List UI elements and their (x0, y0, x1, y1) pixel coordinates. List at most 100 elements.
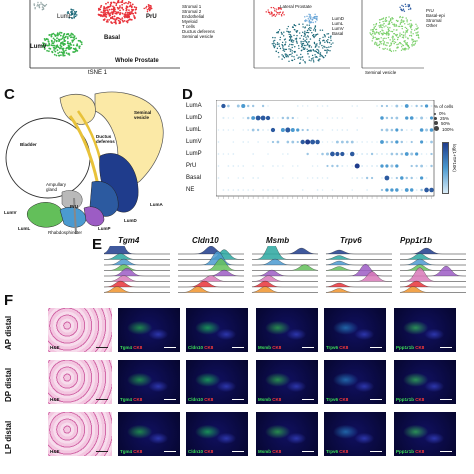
ridgeline-density (178, 280, 244, 288)
scatter-point (65, 33, 68, 36)
scatter-point (374, 36, 376, 39)
scatter-point (314, 13, 316, 15)
scatter-point (288, 45, 290, 47)
scatter-point (312, 33, 315, 36)
scatter-point (115, 2, 118, 5)
dotplot-dot (361, 176, 364, 180)
scatter-point (379, 26, 381, 29)
scale-bar (164, 346, 176, 348)
scatter-point (398, 25, 400, 28)
legend-entry: Stromal (426, 18, 442, 23)
scatter-point (43, 38, 46, 40)
scatter-point (292, 41, 294, 43)
dotplot-dot (341, 129, 344, 131)
dotplot-dot (315, 139, 320, 145)
scatter-point (105, 20, 108, 23)
scatter-point (405, 48, 407, 50)
scatter-point (67, 10, 69, 13)
scatter-point (312, 34, 314, 37)
dotplot-dot (361, 152, 364, 156)
dotplot-dot (267, 105, 269, 107)
dotplot-dot (430, 152, 433, 156)
scatter-point (53, 38, 56, 41)
scatter-point (314, 26, 317, 28)
dotplot-dot (326, 117, 329, 119)
scatter-point (310, 46, 313, 48)
scatter-point (309, 44, 311, 47)
stain-label: Cldn10 CK8 (188, 449, 213, 454)
scatter-point (42, 42, 44, 44)
whole-prostate-title: Whole Prostate (115, 58, 159, 64)
scatter-point (57, 33, 59, 36)
dotplot-dot (390, 176, 393, 180)
scatter-point (328, 41, 331, 44)
scatter-point (401, 46, 403, 48)
scatter-point (375, 28, 377, 31)
scatter-point (313, 61, 315, 63)
dotplot-dot (251, 104, 255, 108)
dotplot-dot (354, 163, 360, 169)
scatter-point (330, 39, 332, 42)
scatter-point (72, 51, 74, 53)
scatter-point (319, 58, 321, 60)
dotplot-dot (227, 104, 230, 108)
stain-gene-label: Ppp1r1b (396, 345, 416, 350)
scatter-point (382, 48, 384, 50)
scatter-point (272, 44, 275, 46)
scatter-point (322, 36, 324, 39)
scatter-point (270, 6, 272, 9)
label-lumv: LumV (4, 210, 17, 215)
dotplot-dot (384, 175, 390, 181)
scatter-point (399, 22, 402, 24)
dotplot-dot (425, 177, 428, 179)
scatter-point (78, 47, 81, 50)
scatter-point (326, 51, 328, 53)
scatter-point (120, 1, 123, 4)
scatter-point (290, 36, 293, 38)
scatter-point (282, 55, 285, 58)
scatter-point (106, 9, 109, 12)
scatter-point (65, 52, 68, 54)
panel-e-ridgelines: Tgm4 Cldn10 Msmb Trpv6 Ppp1r1b (104, 236, 474, 302)
scatter-point (396, 25, 398, 27)
stain-gene-label: Ppp1r1b (396, 449, 416, 454)
scatter-point (294, 25, 297, 27)
ridgeline-density (104, 280, 170, 288)
scatter-point (395, 24, 397, 26)
label-ampullary-gland: Ampullary gland (46, 182, 67, 192)
row-label: PrU (186, 163, 197, 169)
scatter-point (281, 54, 283, 56)
scatter-point (113, 21, 116, 24)
scatter-point (130, 8, 133, 11)
gene-title: Cldn10 (192, 236, 219, 245)
scatter-point (113, 1, 116, 4)
dotplot-dot (390, 188, 394, 192)
scatter-point (318, 50, 320, 52)
stain-label: Trpv6 CK8 (326, 345, 348, 350)
dotplot-dot (409, 116, 414, 120)
dotplot-dot (404, 188, 409, 192)
scatter-point (293, 24, 295, 26)
scatter-point (50, 44, 53, 47)
scatter-point (370, 33, 372, 35)
scale-bar (96, 398, 108, 400)
scatter-point (324, 55, 327, 57)
scatter-point (295, 38, 298, 40)
scatter-point (121, 12, 124, 15)
scatter-point (409, 23, 411, 25)
dotplot-dot (311, 129, 314, 131)
stain-ck-label: CK8 (133, 397, 143, 402)
scatter-point (317, 52, 319, 54)
panel-a-legend: Stromal 1 Stromal 2 Endothelial Myeloid … (182, 4, 215, 39)
scatter-point (395, 34, 397, 36)
scatter-point (119, 18, 122, 21)
scatter-point (323, 45, 325, 48)
dotplot-dot (292, 165, 294, 167)
dotplot-dot (390, 164, 394, 168)
scatter-point (74, 48, 77, 50)
scatter-point (384, 47, 386, 50)
scatter-point (312, 17, 314, 19)
scatter-point (372, 32, 374, 35)
scatter-point (269, 13, 271, 15)
scatter-point (401, 48, 404, 50)
